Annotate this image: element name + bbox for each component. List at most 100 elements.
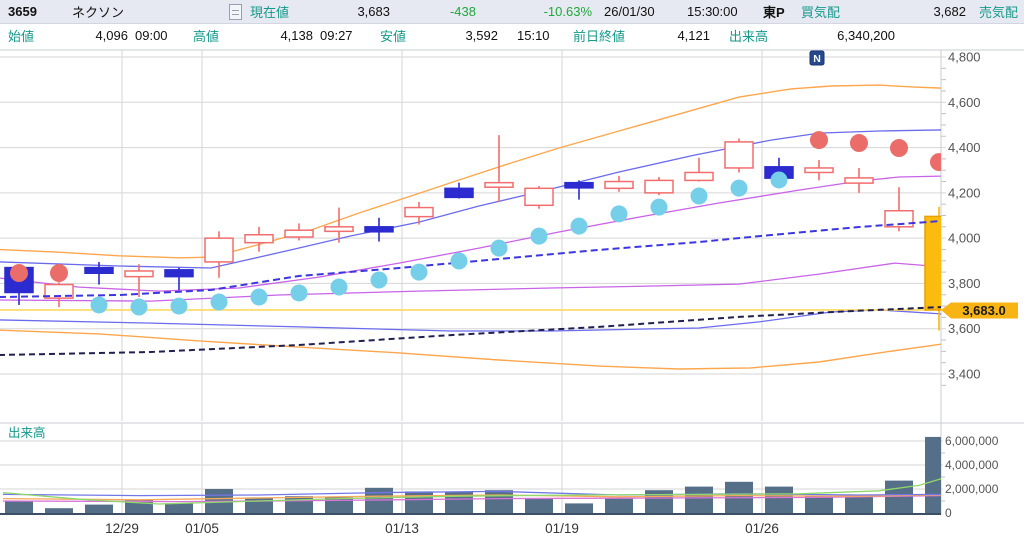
svg-text:0: 0 (945, 506, 952, 520)
candle-body-01/07 (284, 229, 314, 238)
low-value: 3,592 (465, 27, 498, 43)
document-icon[interactable] (229, 4, 242, 20)
svg-text:3,600: 3,600 (948, 321, 981, 336)
volume-bar-01/27 (805, 496, 833, 513)
candle-body-01/30 (924, 215, 941, 311)
current-price-label: 現在値 (250, 5, 290, 20)
candle-body-01/13 (404, 206, 434, 218)
candle-body-01/23 (724, 141, 754, 169)
market-segment: 東P (763, 5, 785, 20)
volume-bar-01/14 (445, 492, 473, 513)
bid-label: 買気配 (801, 5, 841, 20)
candle-body-12/29 (124, 270, 154, 278)
svg-text:4,000,000: 4,000,000 (945, 458, 999, 472)
current-price-tag: 3,683.0 (941, 302, 1018, 319)
volume-bar-01/20 (605, 498, 633, 513)
chart-area[interactable]: 4,800 4,600 4,400 4,200 4,000 3,800 3,600 3,400… (0, 46, 1024, 544)
svg-text:6,000,000: 6,000,000 (945, 434, 999, 448)
svg-text:01/05: 01/05 (185, 521, 219, 536)
svg-text:01/26: 01/26 (745, 521, 779, 536)
svg-text:出来高: 出来高 (8, 425, 46, 440)
candle-body-01/27 (804, 167, 834, 174)
volume-bar-01/13 (405, 491, 433, 513)
candle-body-01/15 (484, 181, 514, 188)
svg-text:4,600: 4,600 (948, 95, 981, 110)
stock-chart-canvas[interactable]: 4,800 4,600 4,400 4,200 4,000 3,800 3,600 3,400… (0, 46, 1024, 544)
volume-bar-01/19 (565, 503, 593, 513)
high-value: 4,138 (280, 27, 313, 43)
candle-body-01/08 (324, 226, 354, 233)
volume-bar-01/28 (845, 496, 873, 513)
ask-label: 売気配 (979, 5, 1019, 20)
candle-body-12/25 (44, 283, 74, 299)
volume-bar-01/30 (925, 436, 941, 513)
price-overlays (0, 84, 941, 370)
low-time: 15:10 (517, 27, 550, 43)
svg-text:2,000,000: 2,000,000 (945, 482, 999, 496)
svg-text:3,400: 3,400 (948, 367, 981, 382)
quote-time: 15:30:00 (687, 4, 738, 19)
svg-text:3,800: 3,800 (948, 276, 981, 291)
candle-body-01/21 (644, 179, 674, 194)
prev-close-value: 4,121 (677, 27, 710, 43)
candle-body-01/29 (884, 209, 914, 228)
svg-text:4,200: 4,200 (948, 185, 981, 200)
svg-text:4,800: 4,800 (948, 50, 981, 65)
price-change: -438 (449, 4, 476, 19)
open-value: 4,096 (95, 27, 128, 43)
svg-text:01/13: 01/13 (385, 521, 419, 536)
svg-text:4,400: 4,400 (948, 140, 981, 155)
volume-bar-12/24 (5, 501, 33, 513)
high-time: 09:27 (320, 27, 353, 43)
volume-label: 出来高 (729, 28, 769, 44)
volume-bar-01/07 (285, 496, 313, 513)
candle-body-01/06 (244, 233, 274, 244)
candle-body-01/28 (844, 177, 874, 184)
volume-bar-12/25 (45, 508, 73, 513)
candle-body-01/05 (204, 237, 234, 263)
current-price-value: 3,683 (357, 4, 390, 19)
volume-bar-01/15 (485, 490, 513, 513)
volume-bar-01/21 (645, 490, 673, 513)
volume-value: 6,340,200 (837, 27, 895, 43)
volume-ma-lines (2, 478, 941, 505)
vol-ma-orange (2, 494, 941, 501)
news-badge[interactable]: N (809, 50, 825, 66)
svg-text:4,000: 4,000 (948, 231, 981, 246)
vol-ma-green (2, 478, 941, 505)
parabolic-sar-dots (10, 131, 941, 316)
bid-value: 3,682 (933, 4, 966, 19)
prev-close-label: 前日終値 (573, 28, 626, 44)
svg-text:N: N (813, 53, 821, 65)
high-label: 高値 (193, 28, 220, 44)
candles[interactable] (4, 135, 953, 331)
volume-bar-01/26 (765, 486, 793, 513)
candle-body-01/20 (604, 180, 634, 190)
stock-name: ネクソン (72, 5, 125, 20)
vol-ma-blue (2, 490, 941, 497)
candle-body-01/16 (524, 187, 554, 207)
volume-bar-01/08 (325, 497, 353, 513)
stock-code: 3659 (8, 4, 37, 19)
vol-ma-magenta (2, 494, 941, 503)
volume-bar-01/06 (245, 497, 273, 513)
volume-bar-12/26 (85, 504, 113, 513)
price-change-pct: -10.63% (543, 4, 592, 19)
volume-bar-01/22 (685, 486, 713, 513)
quote-date: 26/01/30 (604, 4, 655, 19)
low-label: 安値 (380, 28, 407, 44)
candle-body-12/26 (84, 266, 114, 274)
grid (0, 49, 1024, 514)
open-time: 09:00 (135, 27, 168, 43)
candle-body-01/09 (364, 226, 394, 233)
quote-header-row2: 始値 4,096 09:00 高値 4,138 09:27 安値 3,592 1… (0, 24, 1024, 46)
quote-header-row1: 3659 ネクソン 現在値 3,683 -438 -10.63% 26/01/3… (0, 0, 1024, 24)
candle-body-12/30 (164, 269, 194, 278)
svg-text:3,683.0: 3,683.0 (962, 303, 1005, 318)
svg-text:12/29: 12/29 (105, 521, 139, 536)
volume-bar-01/16 (525, 498, 553, 513)
candle-body-01/19 (564, 181, 594, 189)
svg-text:01/19: 01/19 (545, 521, 579, 536)
axis-labels: 4,800 4,600 4,400 4,200 4,000 3,800 3,600 3,400… (8, 50, 999, 537)
